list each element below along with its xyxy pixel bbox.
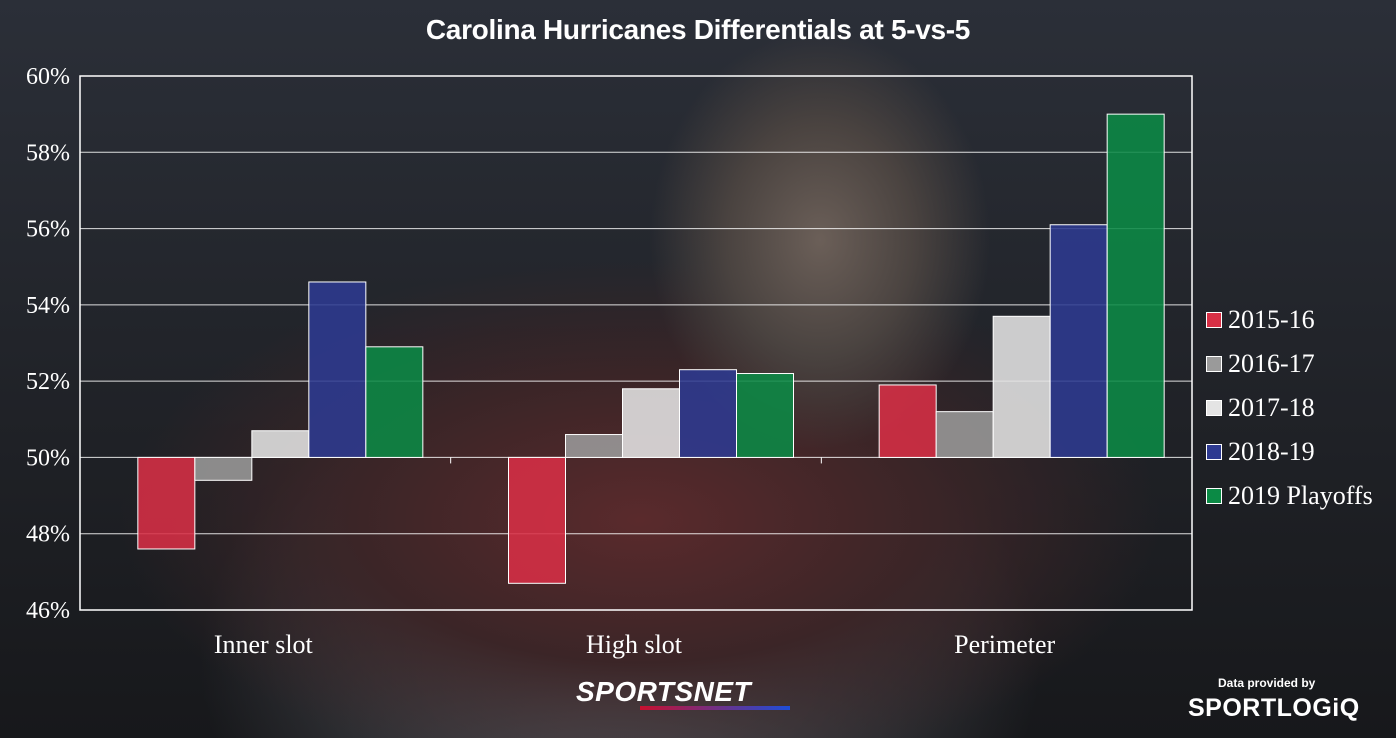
- y-tick-label: 60%: [26, 64, 70, 90]
- legend-swatch: [1206, 400, 1222, 416]
- x-category-label: Inner slot: [214, 630, 314, 659]
- bar: [508, 456, 566, 584]
- bar: [1049, 224, 1108, 458]
- y-tick-label: 46%: [26, 598, 70, 624]
- legend-label: 2018-19: [1228, 437, 1315, 466]
- legend-swatch: [1206, 444, 1222, 460]
- data-provided-by-label: Data provided by: [1218, 676, 1316, 690]
- y-tick-label: 58%: [26, 140, 70, 166]
- bar: [622, 388, 680, 458]
- x-axis-categories: Inner slot High slot Perimeter: [214, 630, 1056, 659]
- bars: [137, 113, 1165, 584]
- bar: [992, 315, 1051, 458]
- legend-item: 2015-16: [1206, 298, 1373, 342]
- legend-item: 2017-18: [1206, 386, 1373, 430]
- bar: [878, 384, 937, 458]
- bar: [1106, 113, 1165, 458]
- legend-label: 2019 Playoffs: [1228, 481, 1373, 510]
- sportsnet-logo-swoosh: [640, 706, 790, 710]
- y-tick-label: 52%: [26, 369, 70, 395]
- bar: [194, 456, 253, 481]
- y-tick-label: 48%: [26, 522, 70, 548]
- bar: [736, 373, 794, 458]
- y-tick-label: 54%: [26, 293, 70, 319]
- y-axis-ticks: 60% 58% 56% 54% 52% 50% 48% 46%: [26, 64, 70, 624]
- bar: [308, 281, 367, 458]
- x-category-label: High slot: [586, 630, 683, 659]
- legend-label: 2016-17: [1228, 349, 1315, 378]
- bar: [137, 456, 196, 550]
- bar: [565, 434, 623, 458]
- legend-label: 2017-18: [1228, 393, 1315, 422]
- legend-swatch: [1206, 312, 1222, 328]
- y-tick-label: 50%: [26, 445, 70, 471]
- chart-title: Carolina Hurricanes Differentials at 5-v…: [425, 14, 971, 45]
- sportlogiq-logo: SPORTLOGiQ: [1188, 694, 1360, 722]
- legend-swatch: [1206, 488, 1222, 504]
- legend-item: 2018-19: [1206, 430, 1373, 474]
- y-tick-label: 56%: [26, 217, 70, 243]
- plot-frame: [79, 75, 1193, 611]
- bar: [365, 346, 424, 458]
- legend-item: 2019 Playoffs: [1206, 474, 1373, 518]
- legend: 2015-16 2016-17 2017-18 2018-19 2019 Playoff…: [1206, 298, 1373, 518]
- bar: [679, 369, 737, 458]
- legend-item: 2016-17: [1206, 342, 1373, 386]
- legend-label: 2015-16: [1228, 305, 1315, 334]
- bar: [935, 411, 994, 458]
- bar: [251, 430, 310, 458]
- legend-swatch: [1206, 356, 1222, 372]
- x-category-label: Perimeter: [954, 630, 1055, 659]
- sportsnet-logo: SPORTSNET: [576, 676, 752, 707]
